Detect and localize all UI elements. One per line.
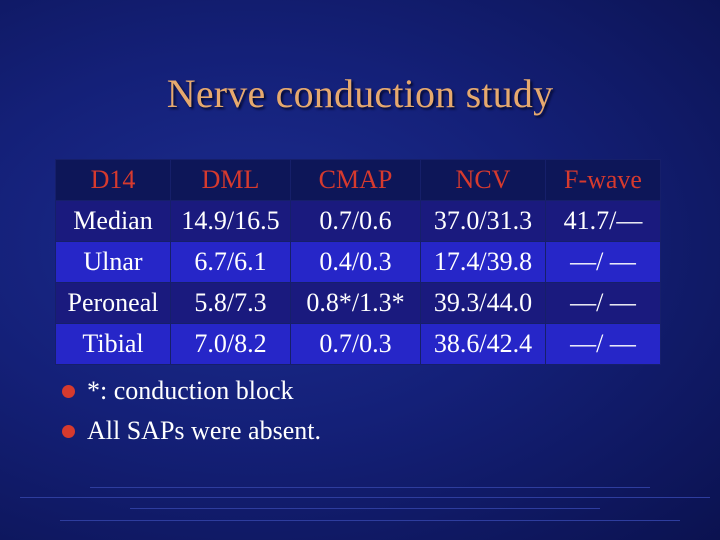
table-cell: 37.0/31.3: [420, 200, 546, 242]
decorative-line: [20, 497, 710, 498]
header-cell: F-wave: [545, 159, 661, 201]
decorative-line: [60, 520, 680, 521]
table-cell: Median: [55, 200, 171, 242]
header-cell: CMAP: [290, 159, 421, 201]
bullet-item: All SAPs were absent.: [62, 411, 321, 451]
decorative-line: [90, 487, 650, 488]
table-row: Peroneal 5.8/7.3 0.8*/1.3* 39.3/44.0 —/ …: [55, 282, 661, 324]
table-cell: —/ —: [545, 241, 661, 283]
table-cell: Tibial: [55, 323, 171, 365]
header-cell: D14: [55, 159, 171, 201]
table-cell: 7.0/8.2: [170, 323, 291, 365]
table-cell: 38.6/42.4: [420, 323, 546, 365]
table-cell: 0.8*/1.3*: [290, 282, 421, 324]
header-cell: DML: [170, 159, 291, 201]
table-header-row: D14 DML CMAP NCV F-wave: [55, 159, 661, 201]
table-cell: —/ —: [545, 282, 661, 324]
table-row: Tibial 7.0/8.2 0.7/0.3 38.6/42.4 —/ —: [55, 323, 661, 365]
table-cell: 14.9/16.5: [170, 200, 291, 242]
bullet-item: *: conduction block: [62, 371, 321, 411]
table-cell: 0.4/0.3: [290, 241, 421, 283]
table-row: Ulnar 6.7/6.1 0.4/0.3 17.4/39.8 —/ —: [55, 241, 661, 283]
table-cell: Peroneal: [55, 282, 171, 324]
header-cell: NCV: [420, 159, 546, 201]
table-cell: 5.8/7.3: [170, 282, 291, 324]
nerve-conduction-table: D14 DML CMAP NCV F-wave Median 14.9/16.5…: [55, 159, 661, 365]
slide-title: Nerve conduction study: [166, 71, 554, 116]
decorative-line: [130, 508, 600, 509]
table-cell: 17.4/39.8: [420, 241, 546, 283]
bullet-dot-icon: [62, 384, 75, 398]
table-cell: 0.7/0.3: [290, 323, 421, 365]
table-cell: 39.3/44.0: [420, 282, 546, 324]
table-row: Median 14.9/16.5 0.7/0.6 37.0/31.3 41.7/…: [55, 200, 661, 242]
table-cell: 6.7/6.1: [170, 241, 291, 283]
bullet-dot-icon: [62, 424, 75, 438]
table-cell: —/ —: [545, 323, 661, 365]
bullet-list: *: conduction block All SAPs were absent…: [62, 371, 321, 451]
table-cell: 0.7/0.6: [290, 200, 421, 242]
bullet-text: *: conduction block: [87, 376, 294, 405]
bullet-text: All SAPs were absent.: [87, 416, 321, 445]
table-cell: Ulnar: [55, 241, 171, 283]
table-cell: 41.7/—: [545, 200, 661, 242]
